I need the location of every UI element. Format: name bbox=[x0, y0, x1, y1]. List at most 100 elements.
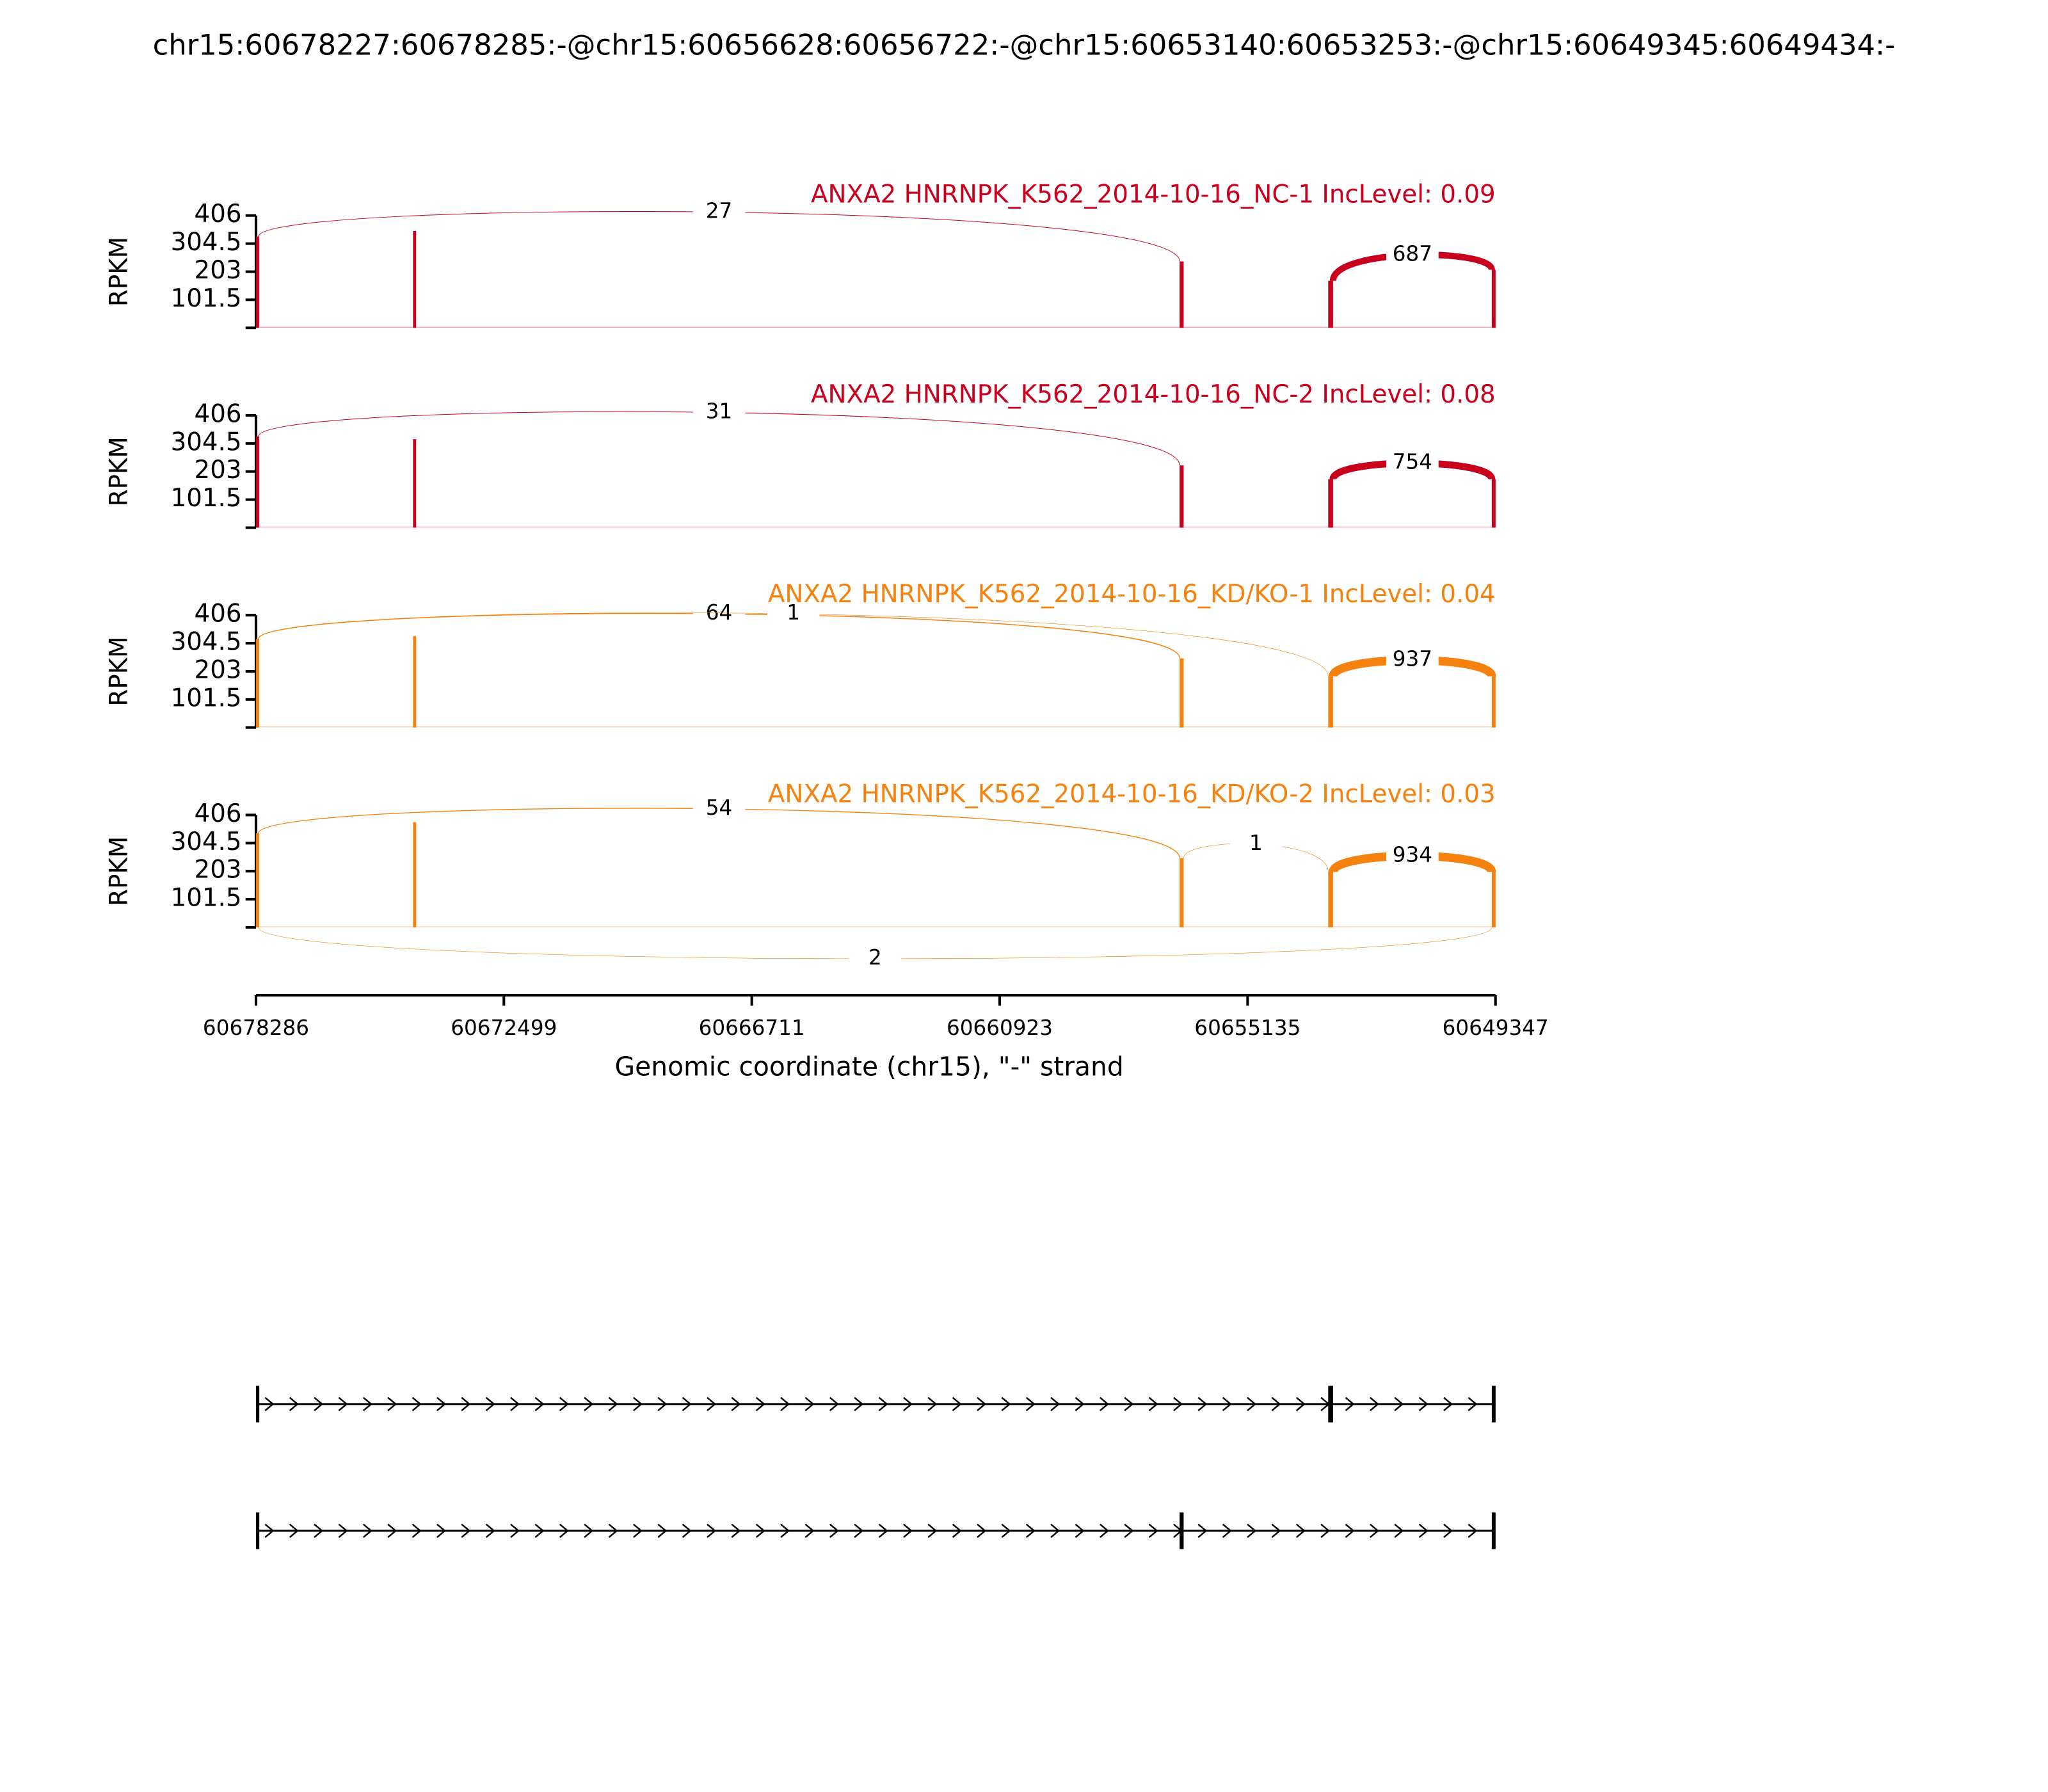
y-axis-label: RPKM bbox=[104, 436, 133, 506]
panel-title: ANXA2 HNRNPK_K562_2014-10-16_NC-2 IncLev… bbox=[811, 380, 1496, 409]
strand-chevron bbox=[485, 1396, 495, 1412]
coverage bbox=[1180, 858, 1184, 927]
exon bbox=[256, 1386, 260, 1423]
coverage bbox=[413, 439, 417, 528]
y-tick-label: 406 bbox=[195, 200, 242, 228]
coverage bbox=[1180, 658, 1184, 728]
coverage bbox=[1328, 872, 1333, 927]
strand-chevron bbox=[608, 1396, 618, 1412]
y-tick-label: 203 bbox=[195, 456, 242, 484]
coverage bbox=[256, 236, 259, 328]
x-tick-label: 60678286 bbox=[203, 1016, 309, 1040]
strand-chevron bbox=[657, 1396, 668, 1412]
junction-label-group: 31 bbox=[692, 399, 746, 424]
strand-chevron bbox=[1370, 1396, 1379, 1412]
strand-chevron bbox=[1197, 1523, 1208, 1538]
strand-chevron bbox=[264, 1523, 275, 1538]
junction-label-bg bbox=[849, 947, 902, 971]
strand-chevron bbox=[1394, 1396, 1404, 1412]
strand-chevron bbox=[510, 1396, 520, 1412]
strand-chevron bbox=[1247, 1396, 1257, 1412]
y-tick-label: 101.5 bbox=[171, 484, 242, 513]
strand-chevron bbox=[584, 1396, 594, 1412]
figure-title: chr15:60678227:60678285:-@chr15:60656628… bbox=[153, 28, 1896, 61]
junction-label: 937 bbox=[1393, 647, 1432, 671]
junction-label-bg bbox=[1386, 844, 1439, 868]
strand-chevron bbox=[854, 1523, 864, 1538]
strand-chevron bbox=[264, 1396, 275, 1412]
strand-chevron bbox=[338, 1523, 348, 1538]
strand-chevron bbox=[755, 1396, 765, 1412]
strand-chevron bbox=[1124, 1396, 1134, 1412]
strand-chevron bbox=[1050, 1396, 1060, 1412]
strand-chevron bbox=[1025, 1396, 1036, 1412]
junction-label-group: 64 bbox=[692, 600, 746, 626]
coverage bbox=[1328, 280, 1333, 328]
strand-chevron bbox=[461, 1523, 471, 1538]
strand-chevron bbox=[1443, 1523, 1453, 1538]
strand-chevron bbox=[559, 1396, 569, 1412]
junction-label: 27 bbox=[706, 198, 733, 223]
strand-chevron bbox=[903, 1396, 913, 1412]
coverage bbox=[256, 436, 259, 528]
exon bbox=[1491, 1512, 1496, 1549]
coverage bbox=[413, 636, 417, 728]
junction-label-bg bbox=[767, 602, 820, 626]
junction-label-bg bbox=[692, 200, 746, 224]
y-tick-label: 406 bbox=[195, 600, 242, 628]
x-axis-label: Genomic coordinate (chr15), "-" strand bbox=[615, 1051, 1124, 1082]
strand-chevron bbox=[1468, 1523, 1478, 1538]
strand-chevron bbox=[387, 1523, 397, 1538]
strand-chevron bbox=[1418, 1523, 1428, 1538]
strand-chevron bbox=[1271, 1396, 1281, 1412]
strand-chevron bbox=[977, 1396, 987, 1412]
strand-chevron bbox=[314, 1396, 324, 1412]
junction-label-group: 687 bbox=[1386, 241, 1439, 267]
strand-chevron bbox=[878, 1523, 888, 1538]
strand-chevron bbox=[878, 1396, 888, 1412]
strand-chevron bbox=[1394, 1523, 1404, 1538]
coverage bbox=[413, 822, 417, 927]
strand-chevron bbox=[731, 1396, 741, 1412]
junction-label-group: 2 bbox=[849, 945, 902, 971]
coverage bbox=[256, 639, 259, 728]
exon bbox=[1491, 1386, 1496, 1423]
strand-chevron bbox=[707, 1396, 717, 1412]
strand-chevron bbox=[1173, 1396, 1183, 1412]
strand-chevron bbox=[633, 1523, 643, 1538]
junction-label: 754 bbox=[1393, 450, 1432, 474]
y-tick-label: 101.5 bbox=[171, 684, 242, 712]
junction-label-bg bbox=[692, 602, 746, 626]
strand-chevron bbox=[952, 1396, 962, 1412]
strand-chevron bbox=[633, 1396, 643, 1412]
y-tick-label: 406 bbox=[195, 799, 242, 828]
strand-chevron bbox=[362, 1396, 372, 1412]
junction-label-bg bbox=[1386, 243, 1439, 267]
strand-chevron bbox=[1001, 1396, 1011, 1412]
junction-label: 64 bbox=[706, 600, 733, 625]
strand-chevron bbox=[534, 1396, 545, 1412]
strand-chevron bbox=[1099, 1396, 1109, 1412]
strand-chevron bbox=[657, 1523, 668, 1538]
y-tick-label: 304.5 bbox=[171, 228, 242, 257]
junction-label: 2 bbox=[868, 945, 882, 970]
y-tick-label: 203 bbox=[195, 856, 242, 884]
junction-label: 31 bbox=[706, 399, 733, 423]
y-tick-label: 101.5 bbox=[171, 884, 242, 913]
strand-chevron bbox=[952, 1523, 962, 1538]
strand-chevron bbox=[314, 1523, 324, 1538]
strand-chevron bbox=[608, 1523, 618, 1538]
y-tick-label: 304.5 bbox=[171, 428, 242, 456]
coverage bbox=[1328, 479, 1333, 528]
strand-chevron bbox=[1320, 1523, 1331, 1538]
strand-chevron bbox=[1345, 1523, 1355, 1538]
strand-chevron bbox=[559, 1523, 569, 1538]
strand-chevron bbox=[584, 1523, 594, 1538]
junction-label-group: 27 bbox=[692, 198, 746, 224]
strand-chevron bbox=[485, 1523, 495, 1538]
panel-title: ANXA2 HNRNPK_K562_2014-10-16_KD/KO-2 Inc… bbox=[768, 780, 1496, 808]
strand-chevron bbox=[682, 1523, 692, 1538]
coverage bbox=[413, 230, 417, 328]
